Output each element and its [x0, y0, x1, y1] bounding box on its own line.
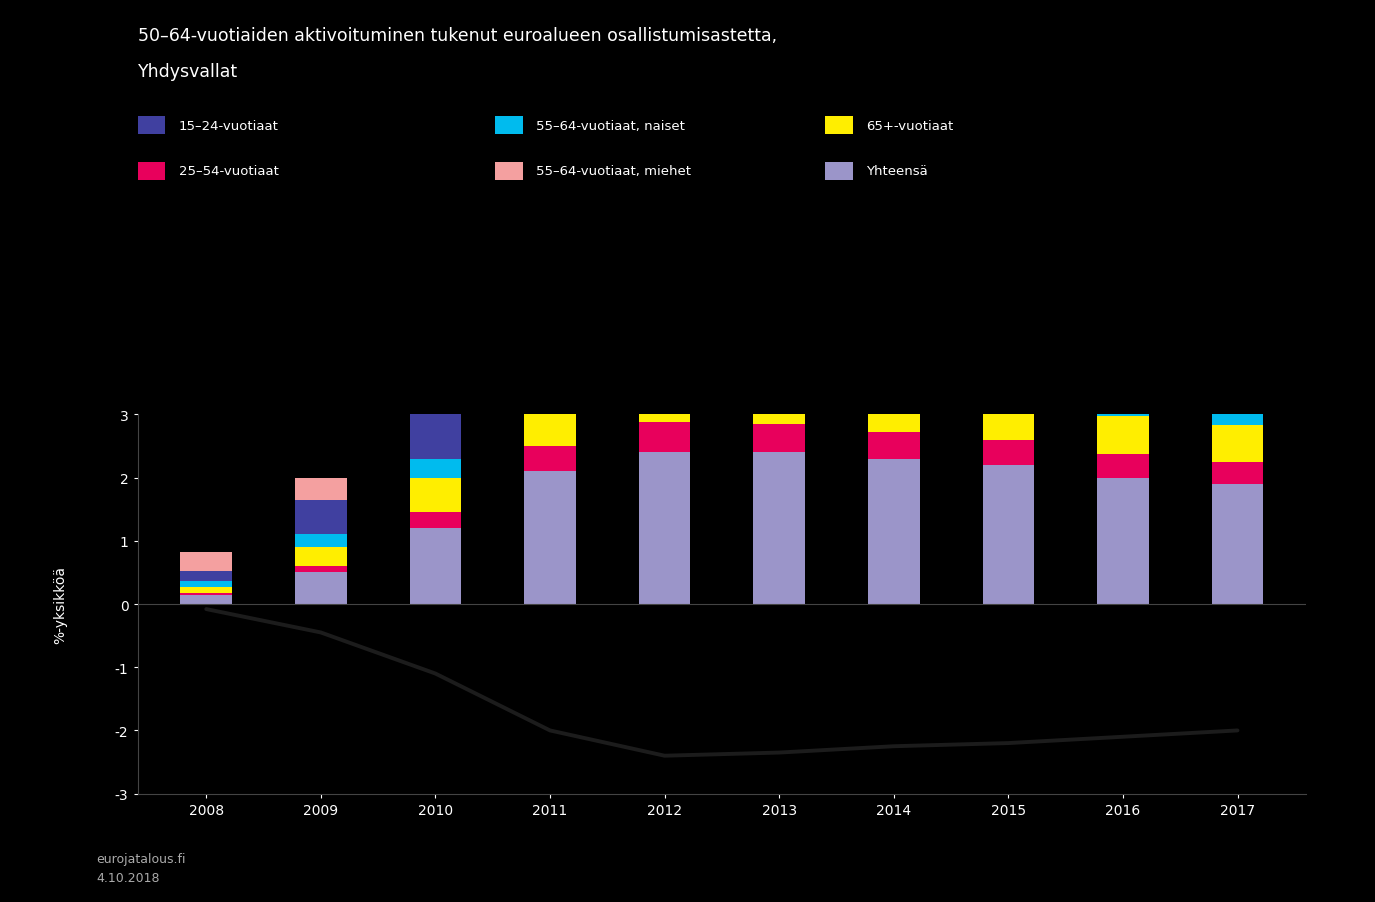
- Bar: [868, 275, 920, 297]
- Bar: [1211, 337, 1264, 403]
- Bar: [983, 465, 1034, 604]
- Bar: [524, 446, 576, 472]
- Text: 50–64-vuotiaiden aktivoituminen tukenut euroalueen osallistumisastetta,: 50–64-vuotiaiden aktivoituminen tukenut …: [138, 27, 777, 45]
- Bar: [754, 453, 804, 604]
- Bar: [410, 386, 461, 409]
- Bar: [868, 366, 920, 391]
- Bar: [410, 512, 461, 529]
- Bar: [868, 391, 920, 433]
- Bar: [524, 298, 576, 320]
- Bar: [754, 424, 804, 453]
- Bar: [639, 351, 690, 375]
- Text: 65+-vuotiaat: 65+-vuotiaat: [866, 120, 953, 133]
- Bar: [524, 320, 576, 381]
- Bar: [524, 402, 576, 446]
- Text: 55–64-vuotiaat, naiset: 55–64-vuotiaat, naiset: [536, 120, 685, 133]
- Bar: [180, 594, 232, 595]
- Text: eurojatalous.fi
4.10.2018: eurojatalous.fi 4.10.2018: [96, 852, 186, 884]
- Bar: [983, 285, 1034, 308]
- Bar: [754, 284, 804, 354]
- Bar: [1097, 300, 1148, 323]
- Bar: [1211, 315, 1264, 337]
- Bar: [296, 478, 346, 500]
- Bar: [1097, 392, 1148, 416]
- Bar: [1211, 462, 1264, 484]
- Bar: [410, 478, 461, 512]
- Bar: [639, 262, 690, 285]
- Bar: [180, 581, 232, 587]
- Text: Yhdysvallat: Yhdysvallat: [138, 63, 238, 81]
- Bar: [524, 472, 576, 604]
- Bar: [1097, 478, 1148, 604]
- Text: Yhteensä: Yhteensä: [866, 165, 928, 178]
- Bar: [296, 500, 346, 535]
- Text: 15–24-vuotiaat: 15–24-vuotiaat: [179, 120, 279, 133]
- Bar: [410, 409, 461, 459]
- Text: 55–64-vuotiaat, miehet: 55–64-vuotiaat, miehet: [536, 165, 692, 178]
- Bar: [639, 422, 690, 453]
- Bar: [754, 354, 804, 379]
- Bar: [1211, 403, 1264, 426]
- Bar: [180, 587, 232, 594]
- Bar: [868, 459, 920, 604]
- Bar: [296, 566, 346, 573]
- Bar: [983, 401, 1034, 440]
- Bar: [639, 285, 690, 351]
- Bar: [868, 297, 920, 366]
- Bar: [296, 548, 346, 566]
- Bar: [180, 572, 232, 581]
- Bar: [983, 440, 1034, 465]
- Bar: [983, 308, 1034, 377]
- Bar: [868, 433, 920, 459]
- Bar: [410, 459, 461, 478]
- Bar: [1097, 454, 1148, 478]
- Bar: [296, 573, 346, 604]
- Bar: [639, 453, 690, 604]
- Text: 25–54-vuotiaat: 25–54-vuotiaat: [179, 165, 279, 178]
- Bar: [1097, 416, 1148, 454]
- Bar: [524, 381, 576, 402]
- Bar: [983, 377, 1034, 401]
- Bar: [639, 375, 690, 422]
- Bar: [1211, 484, 1264, 604]
- Bar: [754, 262, 804, 284]
- Bar: [1211, 426, 1264, 462]
- Bar: [296, 535, 346, 548]
- Bar: [180, 595, 232, 604]
- Bar: [1097, 323, 1148, 392]
- Bar: [410, 529, 461, 604]
- Bar: [180, 553, 232, 572]
- Y-axis label: %-yksikköä: %-yksikköä: [54, 566, 67, 643]
- Bar: [754, 379, 804, 424]
